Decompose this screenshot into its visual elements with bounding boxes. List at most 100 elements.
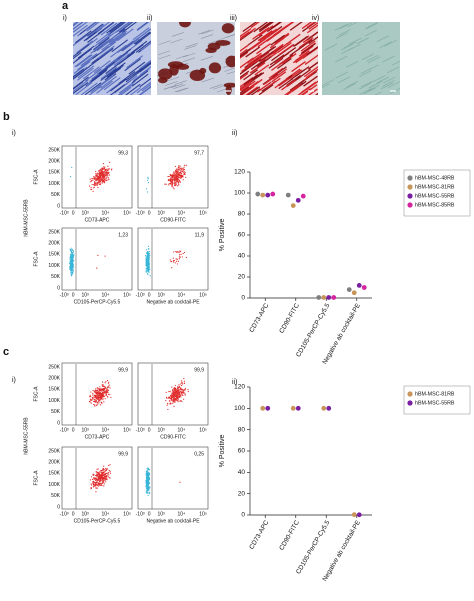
event [95,397,97,400]
event [147,473,149,475]
event [105,179,108,182]
fiber [128,61,146,75]
event [93,400,96,403]
event [146,268,148,270]
event [176,391,178,393]
event [110,169,113,171]
event [168,391,170,393]
event [105,478,107,480]
event [173,180,176,182]
event [179,255,181,258]
event [181,175,183,177]
fiber [308,36,318,45]
texture [157,22,235,95]
event [105,477,107,479]
event [101,481,104,483]
fiber [364,29,378,37]
fiber [379,41,392,49]
event [184,394,186,396]
event [92,481,94,483]
event [168,183,170,185]
event [89,394,91,396]
event [181,167,183,169]
fiber [100,66,118,80]
fiber [271,71,287,83]
y-tick-label: 200K [48,159,60,165]
event [165,391,167,393]
event [94,183,96,185]
fiber [386,66,400,74]
event [146,262,148,265]
event [71,258,73,261]
event [100,176,102,179]
event [97,398,99,400]
x-tick-label: -10³ [136,210,145,216]
fiber [109,22,125,33]
event [107,393,110,395]
fiber [300,88,311,95]
event [168,178,170,181]
event [109,470,111,472]
x-tick-label: CD73-APC [248,302,270,334]
fiber [133,31,151,45]
micrograph [157,22,235,95]
dot [270,191,276,197]
percent-label: 99,9 [118,451,128,457]
y-tick-label: 20 [238,274,246,281]
event [96,184,98,186]
row-label: hBM-MSC-55RB [23,417,29,455]
fiber [102,32,119,46]
fiber [343,83,356,90]
event [93,394,95,396]
event [147,467,149,470]
event [93,484,95,486]
event [145,474,148,476]
event [108,384,110,386]
fiber [281,53,297,65]
event [109,161,111,163]
fiber [201,29,214,35]
fiber [286,84,302,95]
fiber [135,40,151,53]
fiber [105,57,122,71]
fiber [73,44,90,58]
event [172,261,174,263]
event [92,394,94,396]
event [179,169,181,171]
x-tick-label: -10³ [136,292,145,298]
image-label: ii) [147,15,152,22]
fiber [136,81,151,94]
event [171,180,173,183]
event [169,403,171,405]
event [91,399,93,401]
event [95,474,97,477]
fiber [298,37,314,49]
event [171,179,173,181]
event [93,181,96,183]
y-tick-label: 40 [238,469,246,476]
event [104,180,106,182]
event [95,395,97,397]
fiber [87,24,105,37]
event [177,401,179,403]
event [90,487,92,490]
fiber [140,42,151,51]
event [146,468,148,470]
event [88,185,91,187]
event [96,389,98,391]
event [183,172,186,175]
event [105,178,108,180]
fiber [240,85,255,95]
dot [321,405,327,411]
fiber [292,52,308,64]
event [176,251,178,253]
event [107,168,110,170]
fiber [285,33,301,45]
event [97,483,99,485]
fiber [114,22,131,34]
event [145,486,147,488]
event [108,464,110,467]
y-axis-label: FSC-A [33,169,39,185]
event [179,390,182,392]
fiber [374,91,382,95]
